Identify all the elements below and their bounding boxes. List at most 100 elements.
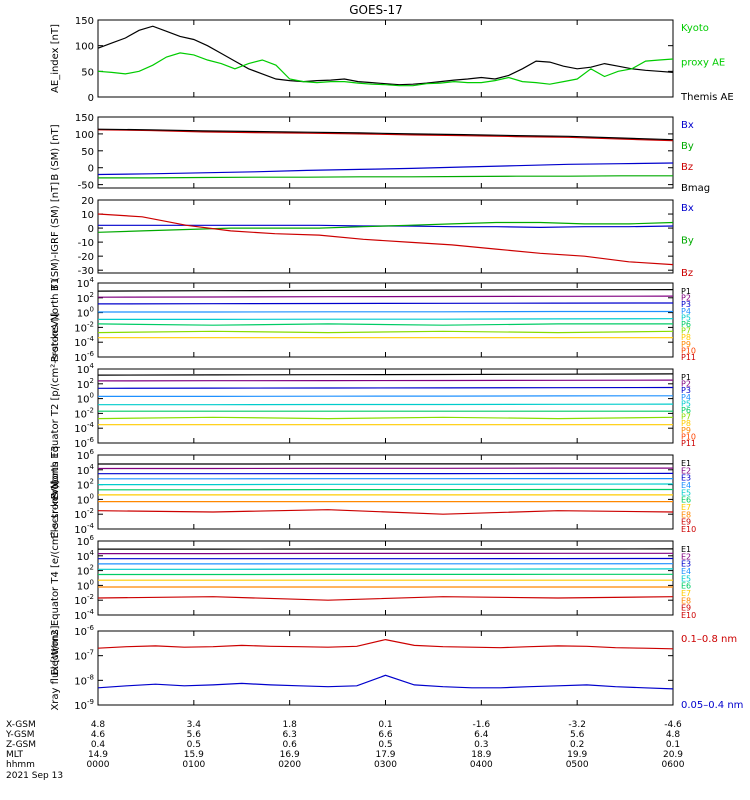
x-row-value: 4.8 xyxy=(91,720,106,730)
x-row-value: -3.2 xyxy=(568,720,586,730)
x-row-value: 0.4 xyxy=(91,740,106,750)
legend-label: P7 xyxy=(681,327,691,336)
series-p4 xyxy=(98,310,673,313)
legend-label: E8 xyxy=(681,596,691,605)
y-axis-label: AE_index [nT] xyxy=(50,24,61,93)
figure-title: GOES-17 xyxy=(349,3,403,17)
y-tick-label: -10 xyxy=(78,238,94,249)
x-row-value: 19.9 xyxy=(567,750,587,760)
y-tick-label: 104 xyxy=(77,549,95,563)
y-axis-label: Electrons North T3 xyxy=(50,445,61,538)
x-row-value: 0300 xyxy=(374,760,397,770)
x-row-label: Z-GSM xyxy=(6,740,36,750)
series-bmag xyxy=(97,128,674,141)
legend-label: P4 xyxy=(681,307,691,316)
y-tick-label: 50 xyxy=(81,147,94,158)
series-bz xyxy=(97,213,674,266)
legend-label: P6 xyxy=(681,320,691,329)
x-row-value: 0000 xyxy=(87,760,110,770)
legend-label: E2 xyxy=(681,552,691,561)
legend-label: E3 xyxy=(681,560,691,569)
legend-label: Bz xyxy=(681,268,693,279)
series-p5 xyxy=(98,318,674,320)
legend-label: P4 xyxy=(681,393,691,402)
x-axis-table: X-GSM 4.8 3.4 1.8 0.1 -1.6 -3.2 -4.6 Y-GSM 4.6 5.6… xyxy=(5,720,685,781)
y-tick-label: -30 xyxy=(78,266,94,277)
y-axis-label: Protons Equator T2 [p/(cm²-s-sr-keV)] xyxy=(50,313,61,500)
y-tick-label: 104 xyxy=(77,463,95,477)
legend-label: P6 xyxy=(681,406,691,415)
legend-label: Themis AE xyxy=(680,92,734,103)
y-tick-label: 10-2 xyxy=(74,507,94,521)
legend-label: P2 xyxy=(681,380,691,389)
legend-label: proxy AE xyxy=(681,58,725,69)
legend-label: P9 xyxy=(681,340,691,349)
y-tick-label: 102 xyxy=(77,478,94,492)
legend-label: By xyxy=(681,236,694,247)
y-tick-label: 100 xyxy=(77,306,94,320)
x-row-value: 3.4 xyxy=(187,720,202,730)
y-axis-label: B (SM)-IGRF (SM) [nT] xyxy=(50,182,61,291)
x-row-value: 15.9 xyxy=(184,750,204,760)
y-tick-label: 20 xyxy=(81,196,94,207)
x-row-label: MLT xyxy=(6,750,24,760)
series-p1 xyxy=(97,289,674,292)
x-row-value: 0200 xyxy=(278,760,301,770)
y-axis-label: Electrons Equator T4 [e/(cm²-s-sr-keV)] xyxy=(50,480,61,675)
y-tick-label: 102 xyxy=(77,377,94,391)
x-row-value: 0.5 xyxy=(378,740,392,750)
x-row-value: 5.6 xyxy=(187,730,202,740)
x-row-value: 4.6 xyxy=(91,730,106,740)
x-row-value: 5.6 xyxy=(570,730,585,740)
legend-label: E2 xyxy=(681,466,691,475)
legend-label: P8 xyxy=(681,419,691,428)
series-by xyxy=(98,175,673,179)
series-p4 xyxy=(98,395,674,397)
series-p1 xyxy=(97,373,674,376)
legend-label: E10 xyxy=(681,525,696,534)
y-tick-label: 150 xyxy=(75,16,94,27)
x-row-label: X-GSM xyxy=(6,720,36,730)
y-tick-label: 102 xyxy=(77,291,94,305)
series-kyoto-proxy-ae xyxy=(97,52,674,87)
y-tick-label: 104 xyxy=(77,276,95,290)
series-bz xyxy=(97,129,674,142)
y-tick-label: 10-6 xyxy=(74,350,94,364)
y-tick-label: 50 xyxy=(81,67,94,78)
legend-label: E9 xyxy=(681,518,691,527)
x-row-value: 0500 xyxy=(566,760,589,770)
panel-frame xyxy=(97,454,674,530)
panel-1: 0 50 100 150 AE_index [nT] Kyoto proxy AE Themi… xyxy=(50,16,734,104)
legend-label: Bx xyxy=(681,203,694,214)
legend-label: Bmag xyxy=(681,183,710,194)
y-tick-label: 10-4 xyxy=(74,522,94,536)
series-p5 xyxy=(98,403,674,406)
y-tick-label: 10 xyxy=(81,210,94,221)
legend-label: P1 xyxy=(681,287,691,296)
y-tick-label: 100 xyxy=(77,578,94,592)
legend-label: E1 xyxy=(681,459,691,468)
x-row-label: Y-GSM xyxy=(5,730,34,740)
panel-3: -30 -20 -10 0 10 20 B (SM)-IGRF (SM) [nT] Bx By B… xyxy=(50,182,694,291)
legend-label: P8 xyxy=(681,333,691,342)
y-tick-label: 102 xyxy=(77,564,94,578)
x-row-value: 1.8 xyxy=(283,720,298,730)
x-row-value: 0.3 xyxy=(474,740,488,750)
x-row-value: 4.8 xyxy=(666,730,681,740)
series-bx xyxy=(97,162,674,176)
legend-label: E7 xyxy=(681,589,691,598)
legend-label: Bz xyxy=(681,162,693,173)
legend-label: E5 xyxy=(681,488,691,497)
series-e5 xyxy=(98,483,674,486)
y-tick-label: 10-8 xyxy=(74,673,94,687)
x-row-value: 6.4 xyxy=(474,730,489,740)
series-themis-ae xyxy=(97,25,674,86)
legend-label: E9 xyxy=(681,604,691,613)
legend-label: P3 xyxy=(681,386,691,395)
legend-label: P5 xyxy=(681,399,691,408)
y-axis-label: B (SM) [nT] xyxy=(50,124,61,180)
x-row-value: 6.3 xyxy=(283,730,297,740)
legend-label: E6 xyxy=(681,582,691,591)
